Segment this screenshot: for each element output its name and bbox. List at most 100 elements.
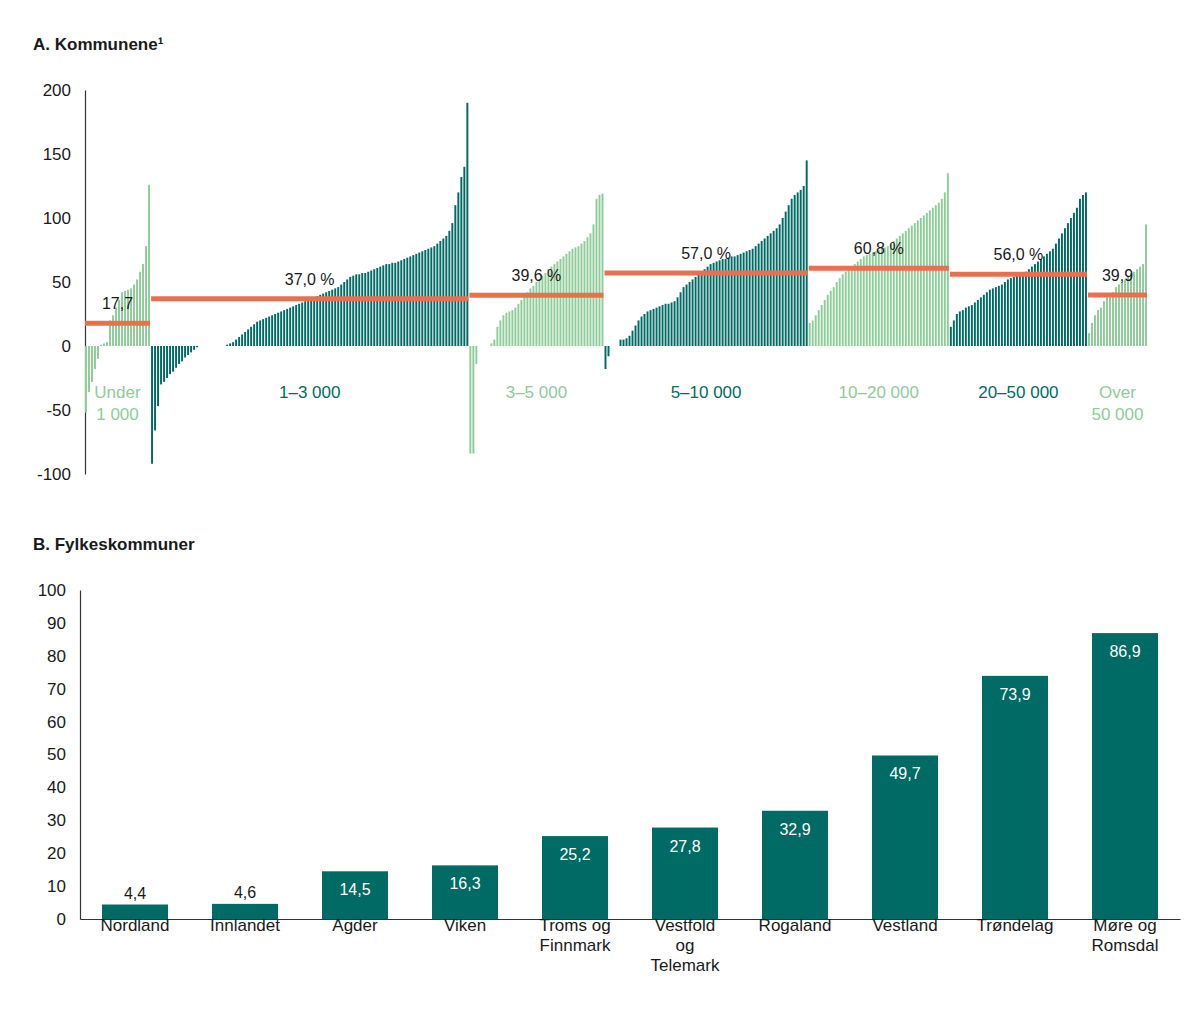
bar: [97, 346, 99, 359]
bar: [626, 338, 628, 346]
tick: 200: [43, 81, 85, 100]
chart-title: B. Fylkeskommuner: [33, 535, 195, 554]
bar: [737, 255, 739, 346]
bar: [656, 308, 658, 346]
tick: 80: [47, 647, 80, 666]
tick: 70: [47, 680, 80, 699]
bar: [1007, 279, 1009, 346]
bar: [541, 276, 543, 346]
bar: [890, 244, 892, 346]
tick-label: -100: [37, 465, 71, 484]
bar: [1010, 278, 1012, 346]
bar: [496, 327, 498, 346]
bar: [1025, 272, 1027, 346]
bar: [274, 314, 276, 346]
bar: [253, 324, 255, 346]
chart-canvas: A. Kommunene¹-100-5005010015020017,7Unde…: [0, 0, 1200, 1030]
text-line: 1–3 000: [279, 383, 340, 402]
bar: [337, 287, 339, 346]
bar: [839, 278, 841, 346]
bar: [746, 251, 748, 346]
group-label: 10–20 000: [839, 383, 919, 402]
bar: [436, 244, 438, 346]
group-label: 1–3 000: [279, 383, 340, 402]
tick-label: 60: [47, 713, 66, 732]
bar: [565, 254, 567, 346]
average-label: 39,6 %: [512, 267, 562, 284]
bar: [1055, 244, 1057, 346]
axis-line: [80, 591, 81, 920]
bar: [1097, 310, 1099, 346]
bar: [1064, 228, 1066, 346]
tick: 10: [47, 877, 80, 896]
bar: [884, 247, 886, 346]
bar: [611, 346, 613, 347]
bar: [761, 241, 763, 346]
bar: [235, 340, 237, 346]
bar: [686, 285, 688, 346]
bar: [361, 273, 363, 346]
bar: [217, 346, 219, 347]
text-line: Telemark: [651, 956, 720, 975]
bar: [695, 277, 697, 346]
plot-area: [102, 633, 1158, 919]
bar: [295, 305, 297, 346]
bar: [701, 272, 703, 346]
bar: [322, 294, 324, 346]
text-line: 50 000: [1091, 405, 1143, 424]
bar: [1133, 272, 1135, 346]
group-label: 20–50 000: [978, 383, 1058, 402]
tick-label: 10: [47, 877, 66, 896]
bar: [929, 210, 931, 346]
bar: [779, 224, 781, 346]
plot-area: [85, 103, 1147, 464]
bar: [731, 256, 733, 346]
bar: [800, 190, 802, 346]
bar: [875, 251, 877, 346]
bar: [971, 305, 973, 346]
bar: [824, 300, 826, 346]
data-label: 16,3: [449, 875, 480, 892]
bar: [962, 310, 964, 346]
tick-label: 30: [47, 811, 66, 830]
bar: [836, 282, 838, 346]
bar: [818, 310, 820, 346]
bar: [1043, 256, 1045, 346]
bar: [406, 258, 408, 346]
axis-line: [85, 91, 86, 475]
bar: [370, 270, 372, 346]
bar: [749, 250, 751, 346]
bar: [833, 287, 835, 346]
bar: [1092, 633, 1158, 919]
bar: [454, 205, 456, 346]
bar: [277, 313, 279, 346]
bar: [743, 253, 745, 346]
text-line: Under: [94, 383, 141, 402]
bar: [451, 223, 453, 346]
bar: [226, 345, 228, 346]
bar: [397, 262, 399, 346]
bar: [154, 346, 156, 430]
bar: [1088, 333, 1090, 346]
tick-label: -50: [46, 401, 71, 420]
bar: [1106, 297, 1108, 346]
tick-label: 0: [62, 337, 71, 356]
bar: [797, 192, 799, 346]
tick: -50: [46, 401, 85, 420]
bar: [133, 285, 135, 346]
average-line: [85, 321, 150, 326]
bar: [1100, 308, 1102, 346]
bar: [692, 279, 694, 346]
bar: [542, 836, 608, 919]
tick: 20: [47, 844, 80, 863]
bar: [1073, 213, 1075, 346]
data-label: 27,8: [669, 838, 700, 855]
bar: [403, 259, 405, 346]
bar: [514, 308, 516, 346]
y-axis: -100-50050100150200: [37, 81, 86, 484]
bar: [650, 310, 652, 346]
text-line: Over: [1099, 383, 1136, 402]
bar: [301, 302, 303, 346]
bar: [175, 346, 177, 368]
bar: [319, 295, 321, 346]
